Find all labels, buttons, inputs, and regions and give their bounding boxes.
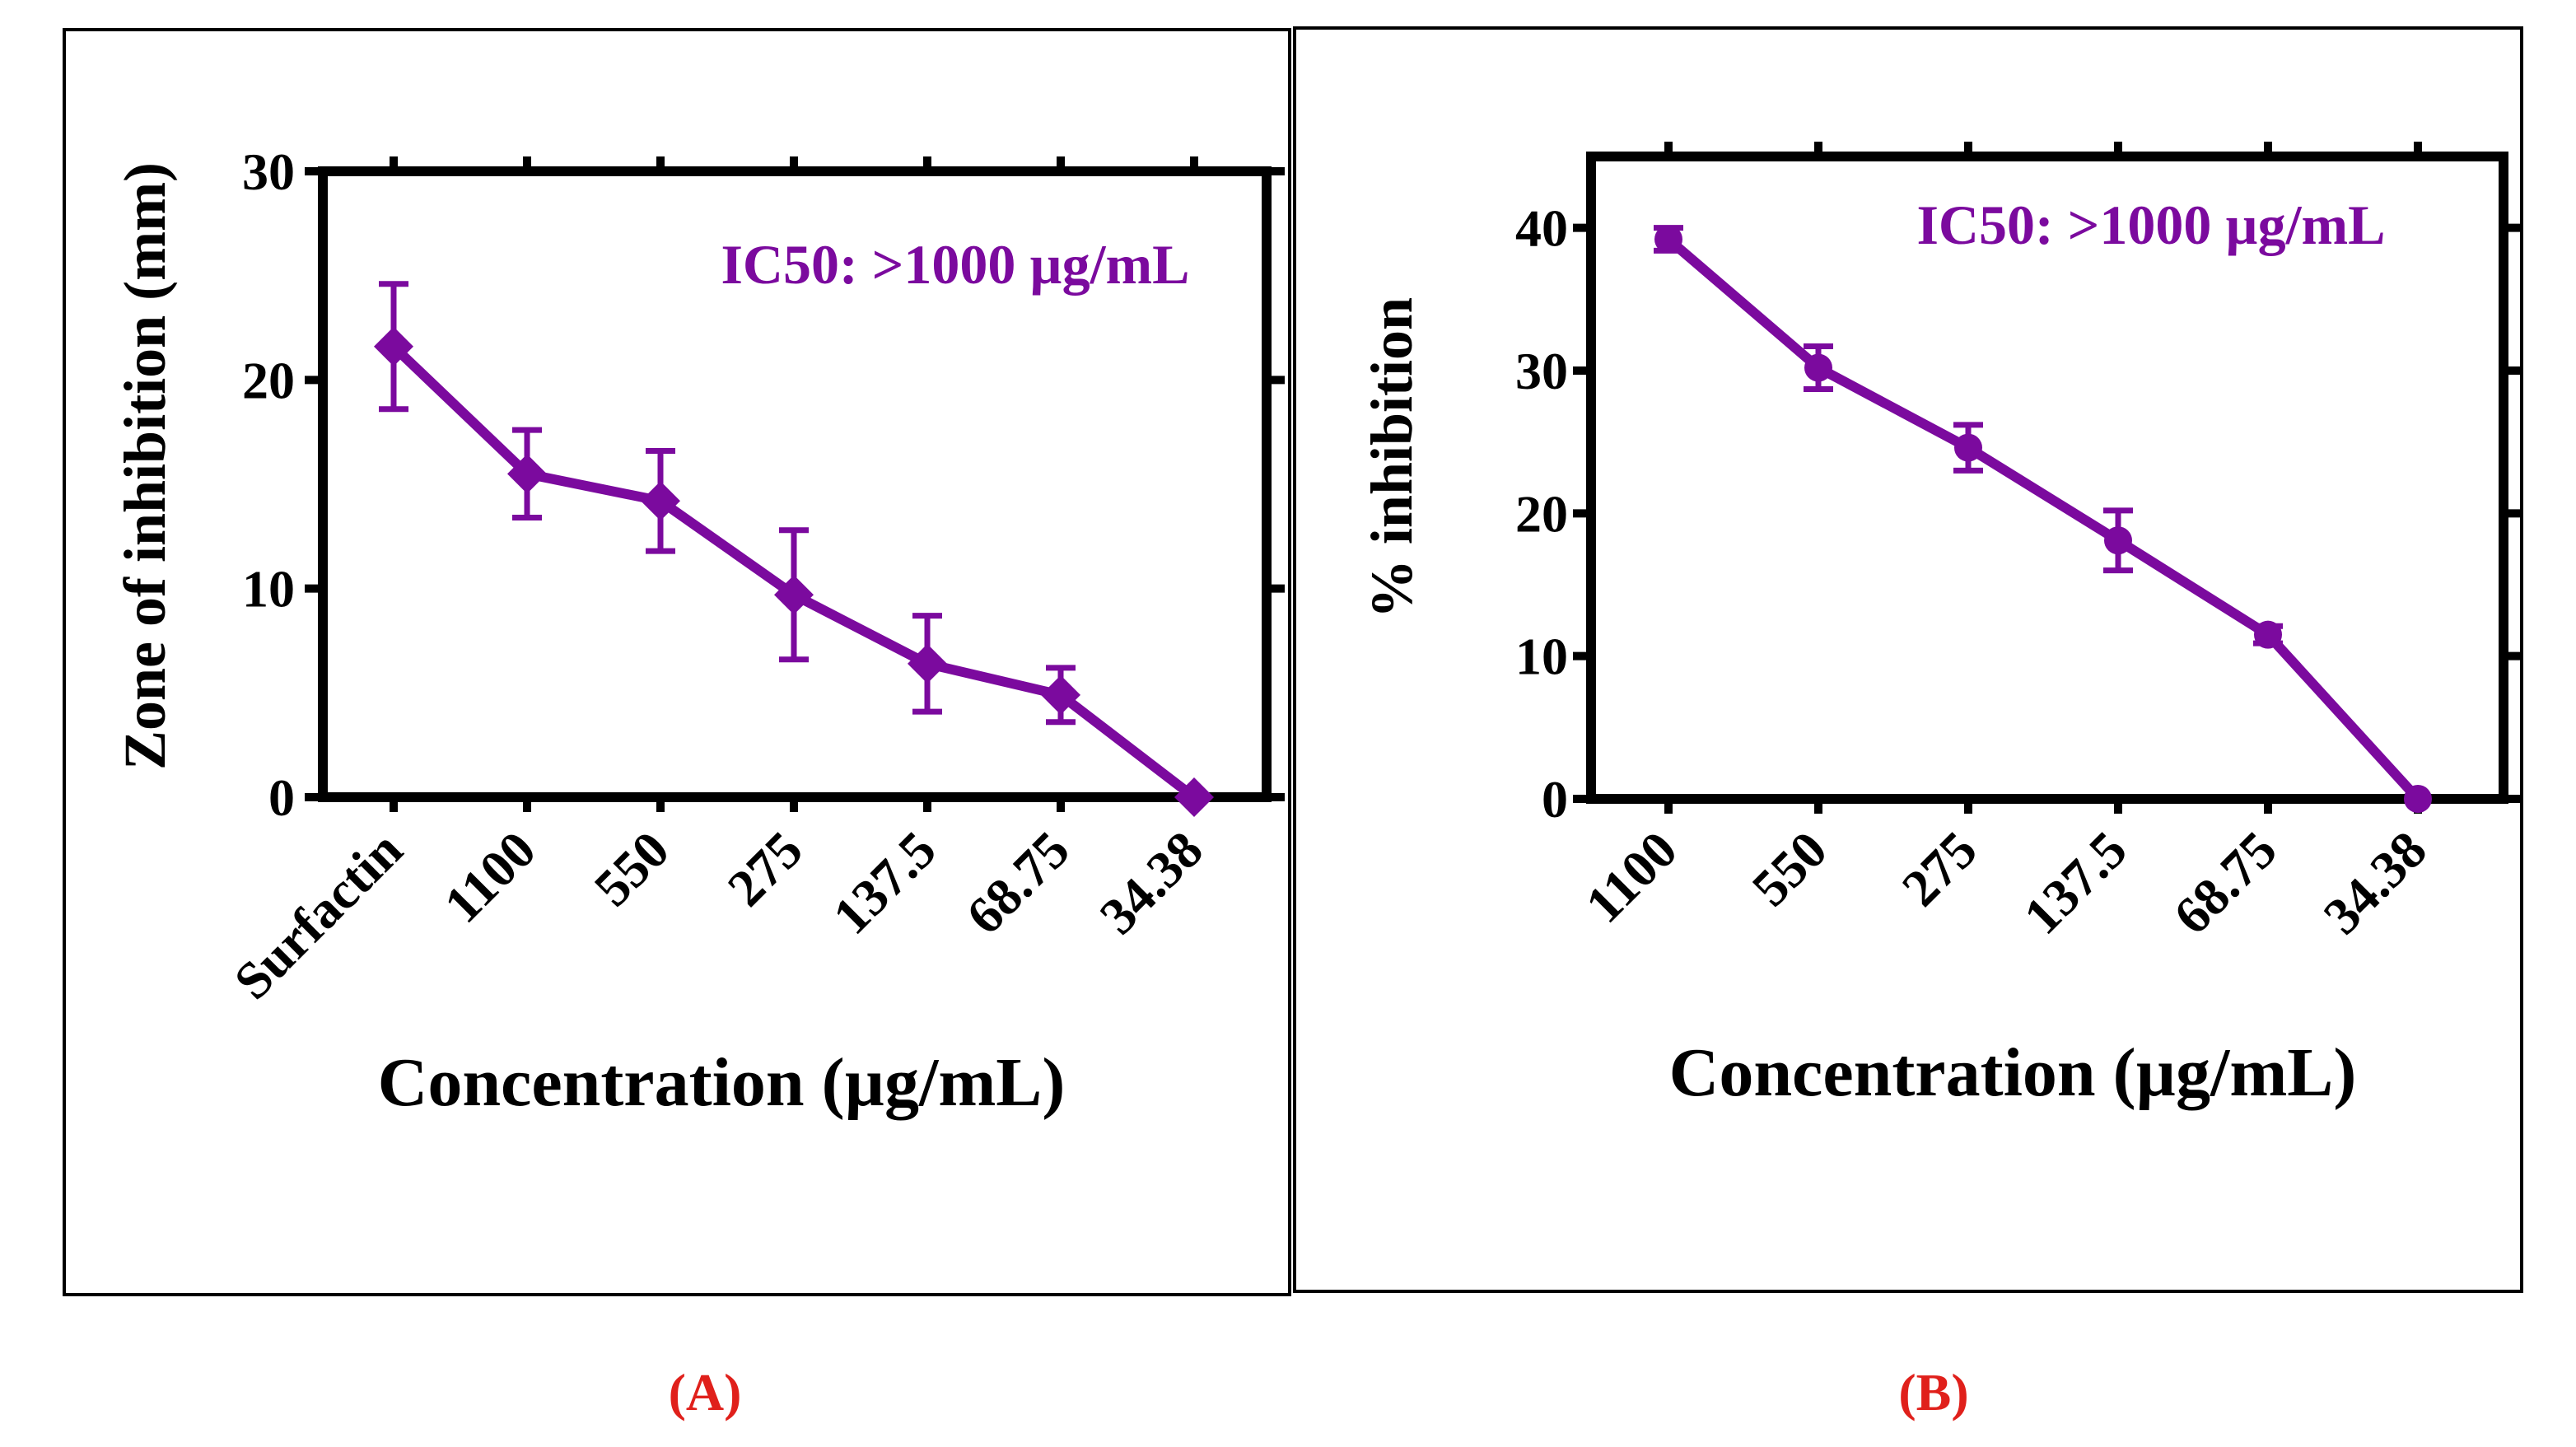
panel-a-label: (A) [669, 1363, 742, 1421]
x-tick-label: Surfactin [223, 820, 413, 1011]
x-axis-label: Concentration (µg/mL) [378, 1044, 1066, 1121]
x-tick-label: 1100 [1575, 820, 1688, 934]
panel-a-frame [63, 28, 1291, 1296]
x-tick-label: 1100 [433, 820, 547, 934]
y-tick-label: 40 [1515, 199, 1568, 258]
data-point [1954, 433, 1982, 462]
data-point [1174, 777, 1214, 817]
y-tick-label: 20 [242, 351, 295, 409]
ic50-annotation: IC50: >1000 µg/mL [721, 233, 1189, 296]
data-point [908, 643, 947, 684]
panel-b-label: (B) [1898, 1363, 1968, 1421]
y-tick-label: 0 [1542, 770, 1568, 829]
x-tick-label: 137.5 [822, 820, 947, 945]
data-point [641, 481, 680, 521]
series-line [1665, 235, 2422, 803]
data-point [774, 575, 814, 615]
data-point [2404, 785, 2432, 813]
y-tick-label: 10 [1515, 628, 1568, 686]
data-point [507, 454, 547, 494]
x-tick-label: 68.75 [955, 820, 1080, 945]
y-axis-label: % inhibition [1359, 297, 1425, 618]
y-tick-label: 30 [1515, 342, 1568, 400]
y-tick-label: 0 [268, 768, 295, 827]
x-tick-label: 34.38 [1089, 820, 1214, 945]
y-axis-label: Zone of inhibition (mm) [112, 162, 178, 770]
data-point [2254, 620, 2282, 649]
x-axis-label: Concentration (µg/mL) [1669, 1034, 2357, 1111]
x-tick-label: 68.75 [2163, 820, 2288, 945]
y-tick-label: 10 [242, 560, 295, 618]
chart-a: Surfactin 1100 550 275 137.5 68.75 34.38 0 10 20 3… [112, 142, 1285, 1121]
x-tick-label: 550 [1741, 820, 1838, 917]
data-point [374, 326, 413, 366]
data-point [1654, 225, 1682, 254]
y-tick-label: 20 [1515, 484, 1568, 543]
x-tick-label: 550 [583, 820, 680, 917]
x-tick-label: 275 [716, 820, 814, 917]
data-point [1041, 674, 1080, 715]
y-tick-label: 30 [242, 142, 295, 201]
ic50-annotation: IC50: >1000 µg/mL [1916, 194, 2385, 256]
chart-b: 1100 550 275 137.5 68.75 34.38 0 10 20 30 40 % inhi… [1359, 142, 2522, 1111]
x-tick-label: 275 [1891, 820, 1988, 917]
data-point [1804, 353, 1832, 382]
data-point [2104, 526, 2132, 555]
plot-area-frame [1586, 152, 2508, 804]
x-tick-label: 137.5 [2013, 820, 2138, 945]
x-tick-label: 34.38 [2312, 820, 2438, 945]
